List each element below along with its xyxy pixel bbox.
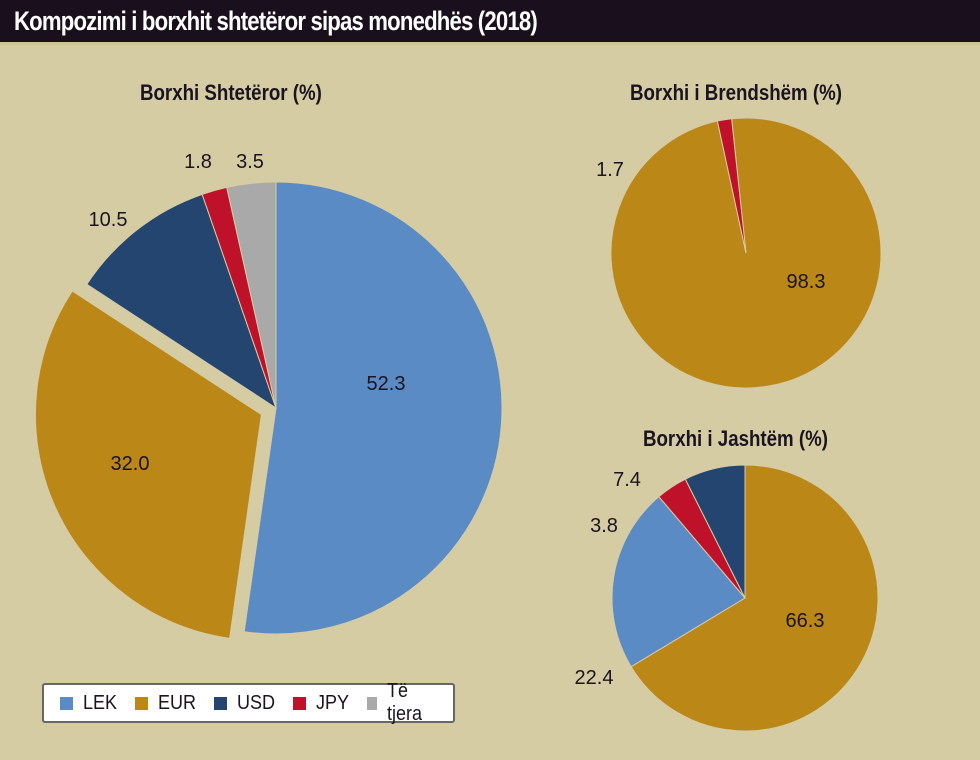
pie-slice-lek (611, 495, 746, 668)
legend-swatch (60, 696, 73, 710)
slice-value-label: 66.3 (786, 610, 825, 632)
slice-value-label: 98.3 (787, 271, 826, 293)
legend-item-jpy: JPY (293, 692, 353, 715)
pie-slice-usd (86, 193, 277, 410)
pie-slice-eur (34, 290, 262, 639)
legend: LEK EUR USD JPY Të tjera (42, 680, 455, 726)
page-title: Kompozimi i borxhit shtetëror sipas mone… (14, 6, 538, 36)
legend-swatch (293, 696, 307, 710)
pie-external-debt: 66.3 22.4 3.8 7.4 (575, 464, 879, 732)
pie-domestic-debt: 98.3 1.7 (596, 117, 882, 389)
legend-swatch (366, 696, 377, 710)
legend-swatch (214, 696, 228, 710)
slice-value-label: 3.8 (590, 515, 618, 537)
chart-title-external-debt: Borxhi i Jashtëm (%) (643, 426, 828, 451)
slice-value-label: 7.4 (613, 469, 641, 491)
pie-slice-jpy (716, 118, 747, 254)
pie-slice-të-tjera (226, 181, 277, 409)
pie-slice-eur (610, 117, 882, 389)
slice-value-label: 3.5 (236, 151, 264, 173)
pie-slice-usd (684, 464, 746, 599)
slice-value-label: 22.4 (575, 667, 614, 689)
slice-value-label: 10.5 (89, 209, 128, 231)
legend-item-other: Të tjera (366, 680, 439, 726)
slice-value-label: 1.7 (596, 159, 624, 181)
chart-title-domestic-debt: Borxhi i Brendshëm (%) (630, 80, 842, 105)
slice-value-label: 1.8 (184, 151, 212, 173)
title-bar: Kompozimi i borxhit shtetëror sipas mone… (0, 0, 980, 45)
slice-value-label: 32.0 (111, 453, 150, 475)
legend-swatch (134, 696, 148, 710)
slice-value-label: 52.3 (367, 373, 406, 395)
legend-item-usd: USD (214, 692, 279, 715)
legend-item-lek: LEK (60, 692, 121, 715)
pie-slice-lek (243, 181, 503, 635)
legend-item-eur: EUR (134, 692, 200, 715)
pie-state-debt: 52.3 32.0 10.5 1.8 3.5 (34, 151, 503, 639)
chart-title-state-debt: Borxhi Shtetëror (%) (140, 80, 322, 105)
pie-slice-eur (630, 464, 879, 732)
